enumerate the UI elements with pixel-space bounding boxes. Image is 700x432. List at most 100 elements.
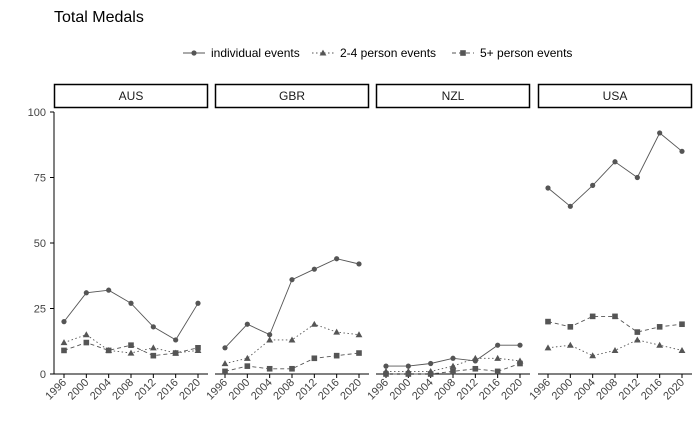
data-point	[427, 371, 434, 377]
legend-marker-circle	[191, 50, 197, 56]
x-tick-label: 2016	[316, 377, 342, 403]
data-point	[310, 320, 318, 327]
data-point	[472, 365, 479, 372]
data-point	[83, 290, 89, 296]
data-point	[266, 365, 273, 372]
data-point	[83, 339, 90, 346]
data-point	[334, 256, 340, 262]
x-tick-label: 2004	[410, 377, 436, 403]
data-point	[545, 185, 551, 191]
x-tick-label: 2000	[66, 377, 92, 403]
data-point	[589, 352, 597, 359]
data-point	[544, 344, 552, 351]
x-tick-label: 2008	[271, 377, 297, 403]
data-point	[657, 130, 663, 136]
data-point	[128, 342, 134, 348]
data-point	[172, 350, 179, 356]
data-point	[195, 345, 201, 351]
y-tick-label: 50	[34, 238, 46, 250]
series-line	[547, 132, 683, 207]
data-point	[679, 148, 685, 154]
y-tick-label: 100	[28, 107, 46, 119]
data-point	[517, 360, 523, 367]
data-point	[356, 261, 362, 267]
x-tick-label: 2012	[133, 377, 159, 403]
legend-marker-triangle	[319, 49, 327, 56]
x-tick-label: 2000	[388, 377, 414, 403]
facet-strip-label: NZL	[442, 89, 465, 103]
y-tick-label: 75	[34, 173, 46, 185]
data-point	[266, 336, 274, 343]
data-point	[567, 203, 573, 209]
x-tick-label: 2008	[594, 377, 620, 403]
data-point	[405, 363, 411, 369]
data-point	[288, 336, 296, 343]
x-tick-label: 2000	[550, 377, 576, 403]
x-tick-label: 2012	[294, 377, 320, 403]
data-point	[127, 349, 135, 356]
x-tick-label: 2004	[572, 377, 598, 403]
data-point	[589, 313, 596, 320]
x-tick-label: 1996	[204, 377, 230, 403]
data-point	[405, 371, 412, 377]
x-tick-label: 2004	[88, 377, 114, 403]
y-tick-label: 25	[34, 304, 46, 316]
data-point	[222, 368, 228, 375]
x-tick-label: 2020	[177, 377, 203, 403]
data-point	[173, 337, 179, 343]
x-tick-label: 2008	[432, 377, 458, 403]
legend-label: individual events	[211, 46, 300, 60]
data-point	[244, 363, 251, 369]
data-point	[60, 339, 68, 346]
x-tick-label: 2000	[227, 377, 253, 403]
facet-strip	[214, 83, 370, 109]
data-point	[545, 318, 551, 325]
data-point	[428, 360, 434, 367]
data-point	[383, 363, 389, 369]
data-point	[106, 287, 112, 293]
data-point	[450, 355, 456, 361]
data-point	[383, 371, 389, 377]
facet-strip-label: GBR	[279, 89, 305, 103]
x-tick-label: 2020	[661, 377, 687, 403]
x-tick-label: 2016	[477, 377, 503, 403]
data-point	[567, 324, 574, 330]
data-point	[495, 342, 501, 348]
data-point	[656, 324, 663, 330]
x-tick-label: 2004	[249, 377, 275, 403]
data-point	[566, 341, 574, 348]
data-point	[634, 329, 641, 335]
x-tick-label: 1996	[365, 377, 391, 403]
y-axis: 0 25 50 75 100	[28, 107, 55, 381]
x-tick-label: 1996	[527, 377, 553, 403]
data-point	[289, 277, 295, 283]
data-point	[244, 321, 250, 327]
data-point	[267, 332, 273, 338]
data-point	[612, 313, 618, 320]
data-point	[633, 336, 641, 343]
data-point	[656, 341, 664, 348]
x-tick-label: 2020	[499, 377, 525, 403]
legend-label: 2-4 person events	[340, 46, 436, 60]
x-tick-label: 2008	[110, 377, 136, 403]
facet-panels: AUS1996200020042008201220162020GBR199620…	[43, 83, 693, 403]
data-point	[128, 300, 134, 306]
data-point	[679, 321, 685, 328]
x-tick-label: 1996	[43, 377, 69, 403]
data-point	[450, 368, 456, 375]
data-point	[634, 174, 640, 181]
data-point	[222, 345, 228, 351]
legend: individual events 2-4 person events 5+ per…	[183, 46, 572, 60]
facet-strip	[537, 83, 693, 109]
data-point	[471, 354, 479, 361]
data-point	[195, 300, 201, 306]
facet-strip	[375, 83, 531, 109]
x-tick-label: 2020	[338, 377, 364, 403]
data-point	[333, 328, 341, 335]
data-point	[61, 319, 67, 325]
legend-marker-square	[460, 50, 466, 56]
data-point	[356, 350, 362, 356]
x-tick-label: 2016	[639, 377, 665, 403]
